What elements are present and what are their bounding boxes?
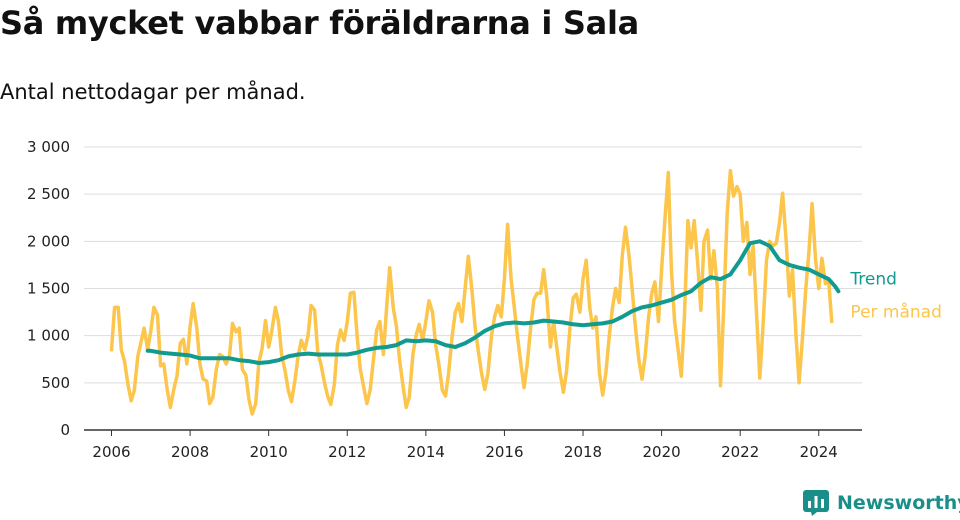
chart-title: Så mycket vabbar föräldrarna i Sala (0, 4, 639, 42)
x-tick-label: 2012 (328, 443, 366, 461)
y-tick-label: 0 (60, 421, 70, 439)
x-tick-label: 2008 (171, 443, 209, 461)
legend-label-trend: Trend (849, 269, 897, 289)
series-lines (109, 168, 841, 416)
legend: Trend Per månad (849, 269, 941, 322)
y-tick-label: 1 000 (27, 327, 70, 345)
newsworthy-logo-icon (803, 490, 829, 516)
y-tick-label: 3 000 (27, 138, 70, 156)
x-tick-label: 2022 (721, 443, 759, 461)
x-tick-label: 2024 (800, 443, 838, 461)
y-tick-label: 2 000 (27, 232, 70, 250)
legend-label-monthly: Per månad (850, 301, 941, 322)
chart-subtitle: Antal nettodagar per månad. (0, 80, 306, 104)
series-line-monthly (109, 168, 834, 416)
y-tick-label: 2 500 (27, 185, 70, 203)
x-tick-label: 2020 (643, 443, 681, 461)
y-axis: 0 500 1 000 1 500 2 000 2 500 3 000 (27, 138, 70, 439)
x-tick-label: 2006 (92, 443, 130, 461)
x-axis: 2006 2008 2010 2012 2014 2016 2018 2020 2022 2024 (84, 429, 862, 461)
y-tick-label: 1 500 (27, 280, 70, 298)
x-tick-label: 2016 (485, 443, 523, 461)
newsworthy-brand: Newsworthy (803, 488, 960, 518)
x-tick-label: 2014 (407, 443, 445, 461)
x-tick-label: 2010 (250, 443, 288, 461)
y-tick-label: 500 (41, 374, 70, 392)
x-tick-label: 2018 (564, 443, 602, 461)
series-line-trend (145, 239, 841, 365)
grid-lines (84, 146, 862, 384)
brand-name: Newsworthy (837, 492, 960, 514)
